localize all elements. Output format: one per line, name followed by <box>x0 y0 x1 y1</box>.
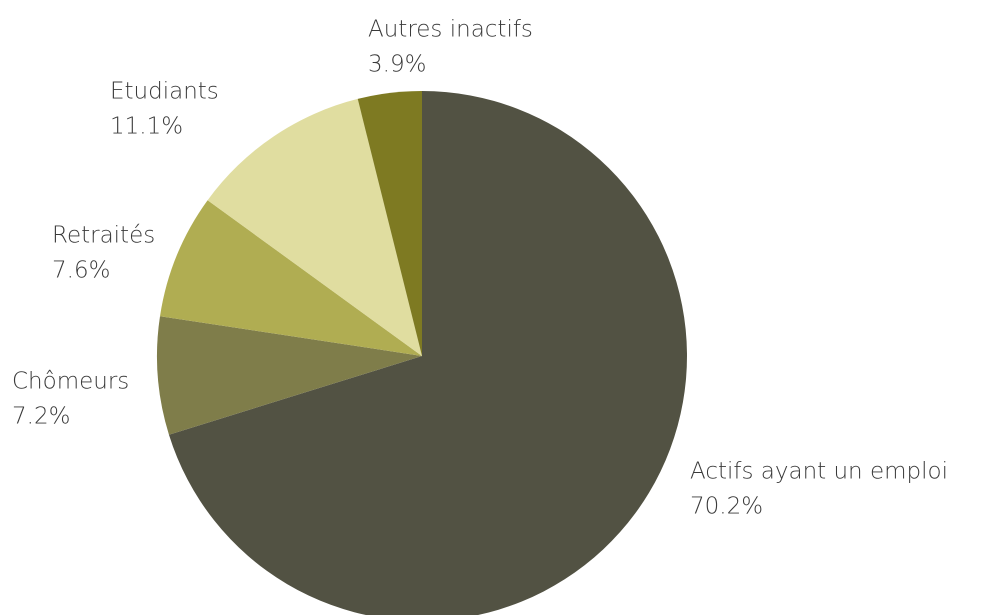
slice-value-label: 70.2% <box>690 494 763 520</box>
slice-label: Autres inactifs <box>368 17 533 43</box>
pie-slice <box>207 98 422 357</box>
pie-slice <box>157 316 422 435</box>
slice-label: Actifs ayant un emploi <box>690 459 948 485</box>
slice-value-label: 7.6% <box>52 258 110 284</box>
pie-slice <box>160 200 422 356</box>
slice-label: Retraités <box>52 223 155 249</box>
slice-value-label: 11.1% <box>110 114 183 140</box>
slice-value-label: 7.2% <box>12 404 70 430</box>
slice-label: Chômeurs <box>12 369 129 395</box>
pie-slice <box>357 91 422 356</box>
slice-value-label: 3.9% <box>368 52 426 78</box>
slice-label: Etudiants <box>110 79 219 105</box>
pie-slice <box>168 91 688 615</box>
